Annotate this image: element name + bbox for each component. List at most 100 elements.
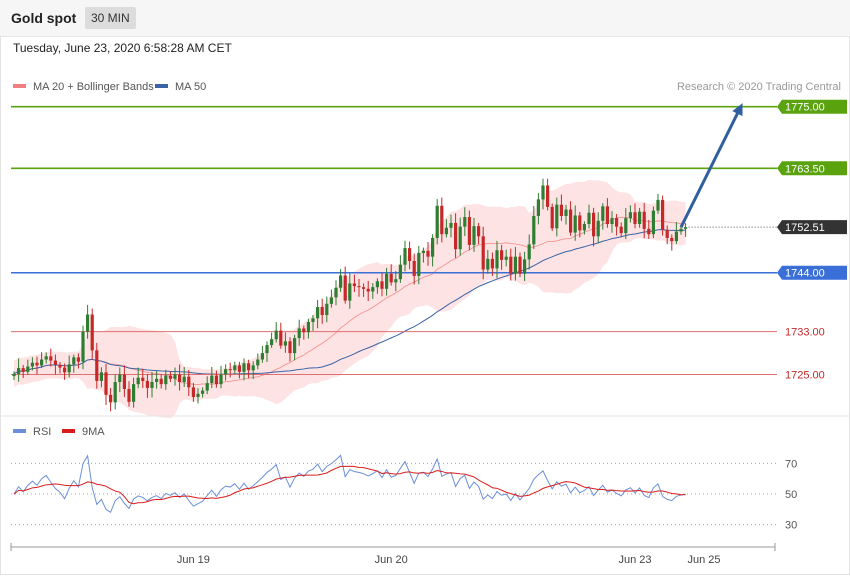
candle-body xyxy=(647,228,651,235)
candle-body xyxy=(670,237,674,242)
candle-body xyxy=(684,227,688,229)
timeframe-badge[interactable]: 30 MIN xyxy=(85,7,136,29)
candle-body xyxy=(113,382,117,403)
candle-body xyxy=(564,209,568,216)
x-axis: Jun 19 Jun 20 Jun 23 Jun 25 xyxy=(10,543,776,566)
candle-body xyxy=(633,212,637,225)
candle-body xyxy=(472,226,476,245)
candle-body xyxy=(44,356,48,360)
candle-body xyxy=(12,373,16,377)
candle-body xyxy=(426,250,430,257)
candle-body xyxy=(168,375,172,379)
candle-body xyxy=(417,252,421,276)
candle-body xyxy=(58,364,62,368)
candle-body xyxy=(408,248,412,261)
candle-body xyxy=(233,365,237,371)
level-tag-1775.00 xyxy=(777,99,847,114)
candle-body xyxy=(150,382,154,388)
candle-body xyxy=(173,374,177,379)
chart-timestamp: Tuesday, June 23, 2020 6:58:28 AM CET xyxy=(13,41,232,55)
candle-body xyxy=(228,369,232,371)
candle-body xyxy=(536,199,540,216)
candle-body xyxy=(362,287,366,289)
rsi-reference-label-30: 30 xyxy=(785,520,797,532)
candle-body xyxy=(605,206,609,225)
candle-body xyxy=(615,218,619,227)
candle-body xyxy=(182,376,186,383)
candle-body xyxy=(274,330,278,340)
candle-body xyxy=(155,378,159,383)
candle-body xyxy=(201,390,205,394)
candle-body xyxy=(513,256,517,274)
candle-body xyxy=(477,226,481,237)
candle-body xyxy=(109,394,113,403)
candle-body xyxy=(656,199,660,211)
candle-body xyxy=(164,375,168,385)
candle-body xyxy=(412,260,416,276)
rsi-legend-label: RSI xyxy=(33,426,51,438)
candle-body xyxy=(679,228,683,232)
candle-body xyxy=(587,212,591,225)
candle-body xyxy=(610,218,614,225)
candle-body xyxy=(481,236,485,270)
legend-label: MA 20 + Bollinger Bands xyxy=(33,81,154,93)
legend-swatch xyxy=(155,84,168,88)
price-levels: 1775.00 1763.50 1744.00 1733.00 1725.00 xyxy=(11,99,847,382)
candle-body xyxy=(86,314,90,332)
candle-body xyxy=(661,199,665,230)
candle-body xyxy=(403,248,407,265)
candle-body xyxy=(311,318,315,323)
candle-body xyxy=(251,365,255,371)
candle-body xyxy=(90,314,94,351)
copyright-label: Research © 2020 Trading Central xyxy=(677,81,841,93)
level-label-1763.50: 1763.50 xyxy=(785,163,825,175)
x-tick-label: Jun 20 xyxy=(375,554,408,566)
candle-body xyxy=(339,275,343,288)
candle-body xyxy=(30,362,34,367)
candle-body xyxy=(389,273,393,283)
candle-body xyxy=(601,206,605,221)
candle-body xyxy=(219,374,223,385)
candle-body xyxy=(293,338,297,354)
candle-body xyxy=(371,287,375,292)
candle-body xyxy=(527,244,531,260)
candle-body xyxy=(550,206,554,229)
candle-body xyxy=(210,375,214,384)
candle-body xyxy=(665,229,669,238)
candle-body xyxy=(35,362,39,366)
candle-body xyxy=(624,218,628,234)
candle-body xyxy=(546,185,550,207)
candle-body xyxy=(159,378,163,385)
candle-body xyxy=(302,328,306,333)
candle-body xyxy=(555,204,559,229)
candle-body xyxy=(380,281,384,289)
candle-body xyxy=(569,209,573,233)
level-tag-1744.00 xyxy=(777,265,847,280)
projection-arrow-head xyxy=(732,103,743,117)
candle-body xyxy=(26,366,30,372)
candle-body xyxy=(297,328,301,339)
candle-body xyxy=(674,231,678,242)
candle-body xyxy=(509,256,513,274)
candle-body xyxy=(260,353,264,360)
candle-body xyxy=(40,359,44,366)
candle-body xyxy=(283,341,287,346)
candle-body xyxy=(320,307,324,316)
candle-body xyxy=(504,256,508,260)
candle-body xyxy=(454,222,458,250)
candle-body xyxy=(334,287,338,298)
candle-body xyxy=(582,224,586,231)
candle-body xyxy=(628,212,632,219)
candle-body xyxy=(99,372,103,381)
candle-body xyxy=(651,210,655,235)
level-label-1733.00: 1733.00 xyxy=(785,327,825,339)
candle-body xyxy=(366,288,370,292)
candle-body xyxy=(357,286,361,288)
candle-body xyxy=(449,222,453,228)
candle-body xyxy=(325,303,329,316)
level-label-1775.00: 1775.00 xyxy=(785,102,825,114)
candle-body xyxy=(440,205,444,235)
legend-label: MA 50 xyxy=(175,81,206,93)
candle-body xyxy=(265,345,269,354)
candle-body xyxy=(486,258,490,270)
